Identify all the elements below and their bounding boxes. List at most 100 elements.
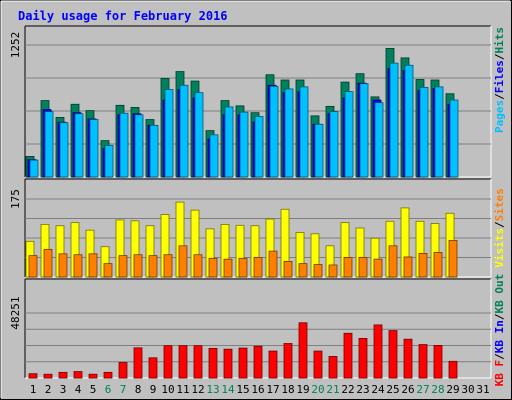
bar-pages (449, 99, 459, 178)
bar-kbf (133, 347, 143, 379)
bar-kbf (163, 345, 173, 379)
bar-sites (148, 255, 158, 278)
bar-pages (284, 88, 294, 178)
legend-kbytes: KB F/KB In/KB Out (493, 274, 506, 387)
legend-kbytes-part: / (493, 353, 506, 360)
bar-sites (448, 240, 458, 278)
bar-sites (358, 256, 368, 278)
bar-pages (149, 124, 159, 178)
bar-pages (329, 111, 339, 178)
legend-visits-sites-part: Visits (493, 228, 506, 268)
bar-sites (433, 252, 443, 278)
bar-pages (389, 62, 399, 178)
x-tick-label: 6 (105, 383, 112, 396)
x-tick-label: 12 (191, 383, 204, 396)
bar-kbf (223, 348, 233, 379)
bar-sites (268, 250, 278, 278)
bar-kbf (103, 371, 113, 379)
bar-kbf (208, 347, 218, 379)
bar-sites (418, 252, 428, 278)
bar-pages (299, 86, 309, 178)
bar-sites (343, 256, 353, 278)
bar-kbf (148, 357, 158, 379)
bar-sites (178, 245, 188, 278)
x-tick-label: 2 (45, 383, 52, 396)
bar-kbf (328, 356, 338, 379)
bar-sites (223, 258, 233, 278)
bar-pages (239, 111, 249, 178)
bar-pages (29, 159, 39, 178)
x-tick-label: 20 (311, 383, 324, 396)
legend-kbytes-part: KB F (493, 360, 506, 387)
bar-pages (434, 86, 444, 178)
bar-sites (133, 254, 143, 278)
x-tick-label: 22 (341, 383, 354, 396)
bar-pages (419, 86, 429, 178)
x-tick-label: 31 (476, 383, 489, 396)
bar-pages (194, 92, 204, 178)
legend-visits-sites: Visits/Sites (493, 188, 506, 268)
x-tick-label: 30 (461, 383, 474, 396)
bar-sites (208, 257, 218, 278)
x-tick-label: 5 (90, 383, 97, 396)
bar-pages (104, 144, 114, 178)
bar-sites (313, 264, 323, 278)
bar-sites (388, 245, 398, 278)
bar-kbf (88, 373, 98, 379)
bar-sites (283, 260, 293, 278)
bar-pages (89, 119, 99, 178)
bar-kbf (448, 360, 458, 379)
ytick-hits: 1252 (9, 32, 22, 59)
bar-pages (404, 64, 414, 178)
bar-pages (209, 134, 219, 178)
bar-kbf (283, 343, 293, 379)
bar-sites (73, 254, 83, 278)
bar-sites (88, 253, 98, 278)
bar-sites (328, 264, 338, 278)
legend-hits-files-pages-part: Files (493, 60, 506, 93)
bar-sites (58, 253, 68, 278)
bar-kbf (373, 324, 383, 379)
bar-sites (163, 254, 173, 278)
bar-sites (43, 248, 53, 278)
legend-visits-sites-part: Sites (493, 188, 506, 221)
legend-kbytes-part: KB In (493, 320, 506, 353)
bar-kbf (298, 322, 308, 379)
bar-sites (373, 258, 383, 278)
bar-kbf (388, 330, 398, 379)
bar-layer (25, 47, 459, 379)
x-tick-label: 11 (176, 383, 189, 396)
bar-kbf (403, 338, 413, 379)
bar-pages (314, 123, 324, 178)
legend-hits-files-pages-part: Hits (493, 27, 506, 54)
legend-kbytes-part: KB Out (493, 274, 506, 314)
bar-kbf (313, 350, 323, 379)
legend-kbytes-part: / (493, 313, 506, 320)
bar-pages (74, 113, 84, 178)
bar-kbf (73, 371, 83, 379)
bar-kbf (238, 347, 248, 379)
bar-kbf (193, 345, 203, 379)
bar-pages (44, 111, 54, 178)
x-tick-label: 19 (296, 383, 309, 396)
bar-kbf (178, 345, 188, 379)
x-tick-label: 13 (206, 383, 219, 396)
bar-kbf (418, 344, 428, 379)
x-tick-label: 15 (236, 383, 249, 396)
x-tick-label: 17 (266, 383, 279, 396)
x-tick-label: 28 (431, 383, 444, 396)
x-tick-label: 9 (150, 383, 157, 396)
legend-hits-files-pages-part: / (493, 93, 506, 100)
bar-kbf (43, 373, 53, 379)
x-tick-label: 18 (281, 383, 294, 396)
bar-sites (298, 263, 308, 278)
ytick-visits: 175 (9, 189, 22, 209)
bar-sites (238, 257, 248, 278)
bar-sites (28, 255, 38, 278)
chart-title: Daily usage for February 2016 (18, 9, 228, 23)
bar-pages (224, 106, 234, 178)
bar-kbf (58, 371, 68, 379)
bar-sites (253, 256, 263, 278)
bar-kbf (28, 373, 38, 379)
